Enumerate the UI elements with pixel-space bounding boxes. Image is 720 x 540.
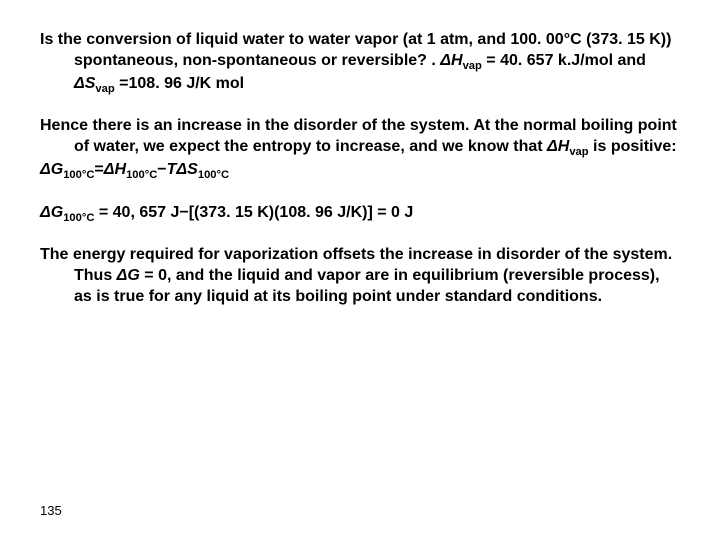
dH-label: ΔH — [440, 52, 462, 69]
eq1-dH-sub: 100°C — [126, 169, 157, 181]
conclusion-dG: ΔG — [117, 267, 140, 284]
dH-inline-label: ΔH — [547, 138, 569, 155]
page-number: 135 — [40, 503, 62, 518]
eq2-dG-sub: 100°C — [63, 212, 94, 224]
eq2-dG: ΔG — [40, 204, 63, 221]
dH-value: = 40. 657 k.J/mol and — [482, 52, 646, 69]
dS-sub: vap — [95, 83, 114, 95]
eq1-equals: = — [94, 161, 103, 178]
eq2-rest: = 40, 657 J−[(373. 15 K)(108. 96 J/K)] =… — [94, 204, 413, 221]
delta-s-vap-symbol: ΔSvap — [74, 75, 115, 92]
eq1-dG-sub: 100°C — [63, 169, 94, 181]
dS-label: ΔS — [74, 75, 95, 92]
dH-sub: vap — [463, 60, 482, 72]
gibbs-calculation: ΔG100°C = 40, 657 J−[(373. 15 K)(108. 96… — [40, 203, 680, 226]
eq1-dH: ΔH — [104, 161, 126, 178]
eq1-dS-sub: 100°C — [198, 169, 229, 181]
dS-value: =108. 96 J/K mol — [115, 75, 244, 92]
eq1-dG: ΔG — [40, 161, 63, 178]
explanation-paragraph: Hence there is an increase in the disord… — [40, 116, 680, 160]
dH-inline-sub: vap — [569, 146, 588, 158]
question-paragraph: Is the conversion of liquid water to wat… — [40, 30, 680, 96]
gibbs-equation: ΔG100°C=ΔH100°C−TΔS100°C — [40, 160, 680, 183]
eq1-minus: − — [157, 161, 166, 178]
conclusion-post: = 0, and the liquid and vapor are in equ… — [74, 267, 660, 305]
eq1-dS: ΔS — [176, 161, 197, 178]
slide-container: Is the conversion of liquid water to wat… — [0, 0, 720, 540]
eq1-T: T — [167, 161, 177, 178]
dH-vap-inline: ΔHvap — [547, 138, 589, 155]
conclusion-paragraph: The energy required for vaporization off… — [40, 245, 680, 307]
explain-tail: is positive: — [589, 138, 677, 155]
eq2-dG-symbol: ΔG100°C — [40, 204, 94, 221]
delta-h-vap-symbol: ΔHvap — [440, 52, 482, 69]
